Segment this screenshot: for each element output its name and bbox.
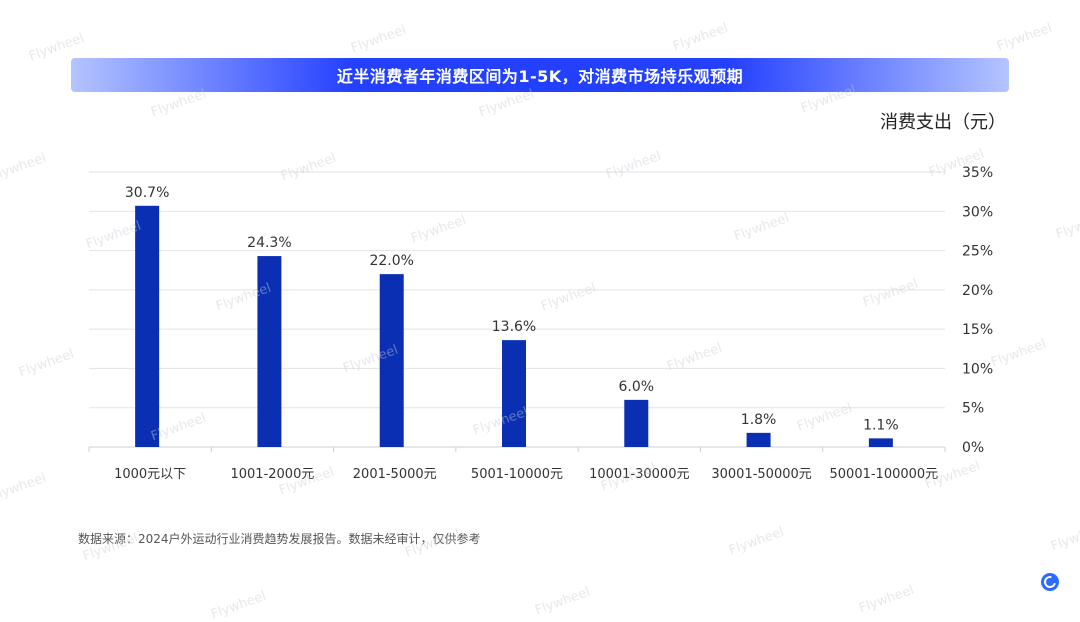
x-tick-label: 5001-10000元 <box>471 467 563 482</box>
data-label: 6.0% <box>618 379 654 395</box>
x-tick-label: 2001-5000元 <box>353 467 437 482</box>
bar <box>379 274 404 447</box>
bar-chart: 0% 5% 10% 15% 20% 25% 30% 35% 30.7% 1000元以下 24.3% 1… <box>88 165 993 482</box>
y-tick-label: 30% <box>962 204 993 220</box>
y-tick-label: 10% <box>962 361 993 377</box>
bar <box>135 205 160 447</box>
y-tick-label: 15% <box>962 322 993 338</box>
source-note: 数据来源：2024户外运动行业消费趋势发展报告。数据未经审计，仅供参考 <box>78 532 481 546</box>
bar <box>502 340 526 447</box>
y-tick-label: 25% <box>962 244 993 260</box>
data-label: 1.8% <box>741 412 777 428</box>
chart-title: 近半消费者年消费区间为1-5K，对消费市场持乐观预期 <box>336 67 744 86</box>
x-tick-label: 50001-100000元 <box>830 467 939 482</box>
bar <box>624 399 649 447</box>
data-label: 30.7% <box>125 185 169 201</box>
data-label: 1.1% <box>863 417 899 433</box>
data-label: 22.0% <box>369 253 413 269</box>
flywheel-logo-icon <box>1041 573 1059 591</box>
x-tick-label: 1001-2000元 <box>230 467 314 482</box>
bar <box>868 438 893 447</box>
unit-label: 消费支出（元） <box>880 112 1006 133</box>
data-label: 13.6% <box>492 319 536 335</box>
y-tick-label: 5% <box>962 401 984 417</box>
x-tick-label: 30001-50000元 <box>711 467 811 482</box>
x-tick-label: 1000元以下 <box>114 467 186 482</box>
y-tick-label: 0% <box>962 440 984 456</box>
bar <box>257 256 282 447</box>
y-tick-label: 35% <box>962 165 993 181</box>
chart-title-banner: 近半消费者年消费区间为1-5K，对消费市场持乐观预期 <box>71 58 1009 92</box>
x-tick-label: 10001-30000元 <box>589 467 689 482</box>
data-label: 24.3% <box>247 235 291 251</box>
y-tick-label: 20% <box>962 283 993 299</box>
bar <box>746 432 771 447</box>
